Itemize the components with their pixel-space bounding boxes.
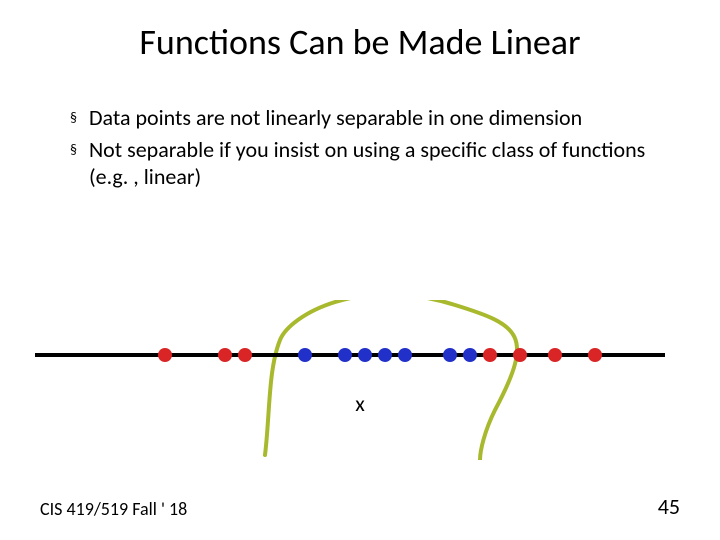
data-point-red bbox=[158, 348, 172, 362]
bullet-marker: § bbox=[70, 141, 77, 158]
bullet-item: § Data points are not linearly separable… bbox=[70, 104, 660, 132]
slide-title: Functions Can be Made Linear bbox=[0, 0, 720, 64]
bullet-list: § Data points are not linearly separable… bbox=[70, 104, 660, 191]
diagram-1d-points: x bbox=[0, 300, 720, 460]
data-point-red bbox=[588, 348, 602, 362]
data-point-red bbox=[238, 348, 252, 362]
data-point-red bbox=[548, 348, 562, 362]
data-point-blue bbox=[358, 348, 372, 362]
bullet-item: § Not separable if you insist on using a… bbox=[70, 136, 660, 191]
footer-page-number: 45 bbox=[658, 493, 680, 520]
bullet-text: Data points are not linearly separable i… bbox=[89, 104, 582, 132]
data-point-blue bbox=[338, 348, 352, 362]
data-point-red bbox=[513, 348, 527, 362]
data-point-red bbox=[218, 348, 232, 362]
footer-course: CIS 419/519 Fall ' 18 bbox=[40, 498, 187, 520]
bullet-marker: § bbox=[70, 109, 77, 126]
bullet-text: Not separable if you insist on using a s… bbox=[89, 136, 660, 191]
data-point-blue bbox=[463, 348, 477, 362]
x-axis-label: x bbox=[355, 390, 365, 417]
data-point-blue bbox=[443, 348, 457, 362]
data-point-red bbox=[483, 348, 497, 362]
data-point-blue bbox=[398, 348, 412, 362]
curve-path bbox=[265, 300, 517, 460]
data-point-blue bbox=[378, 348, 392, 362]
separating-curve bbox=[0, 300, 720, 460]
data-point-blue bbox=[298, 348, 312, 362]
